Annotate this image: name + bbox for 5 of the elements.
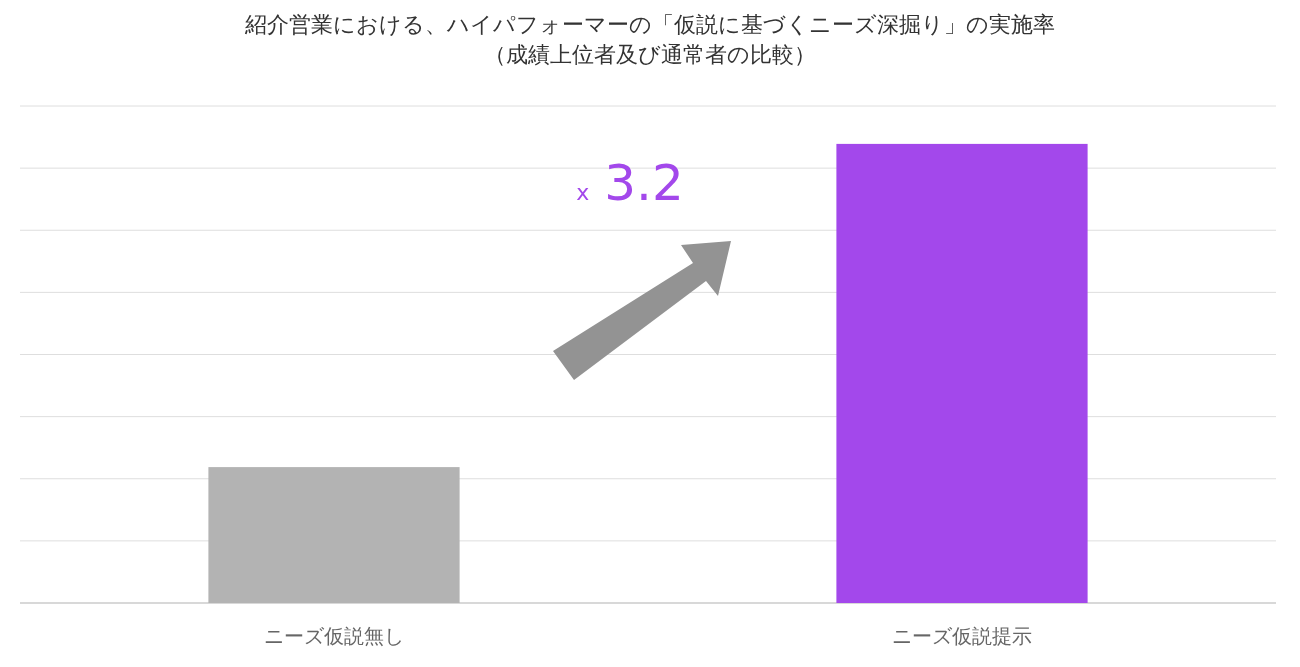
annotation: x 3.2 bbox=[576, 154, 684, 212]
x-tick-label: ニーズ仮説提示 bbox=[892, 624, 1032, 648]
chart-subtitle: （成績上位者及び通常者の比較） bbox=[484, 42, 816, 67]
x-tick-label: ニーズ仮説無し bbox=[264, 624, 404, 648]
chart-title: 紹介営業における、ハイパフォーマーの「仮説に基づくニーズ深掘り」の実施率 bbox=[244, 12, 1055, 37]
